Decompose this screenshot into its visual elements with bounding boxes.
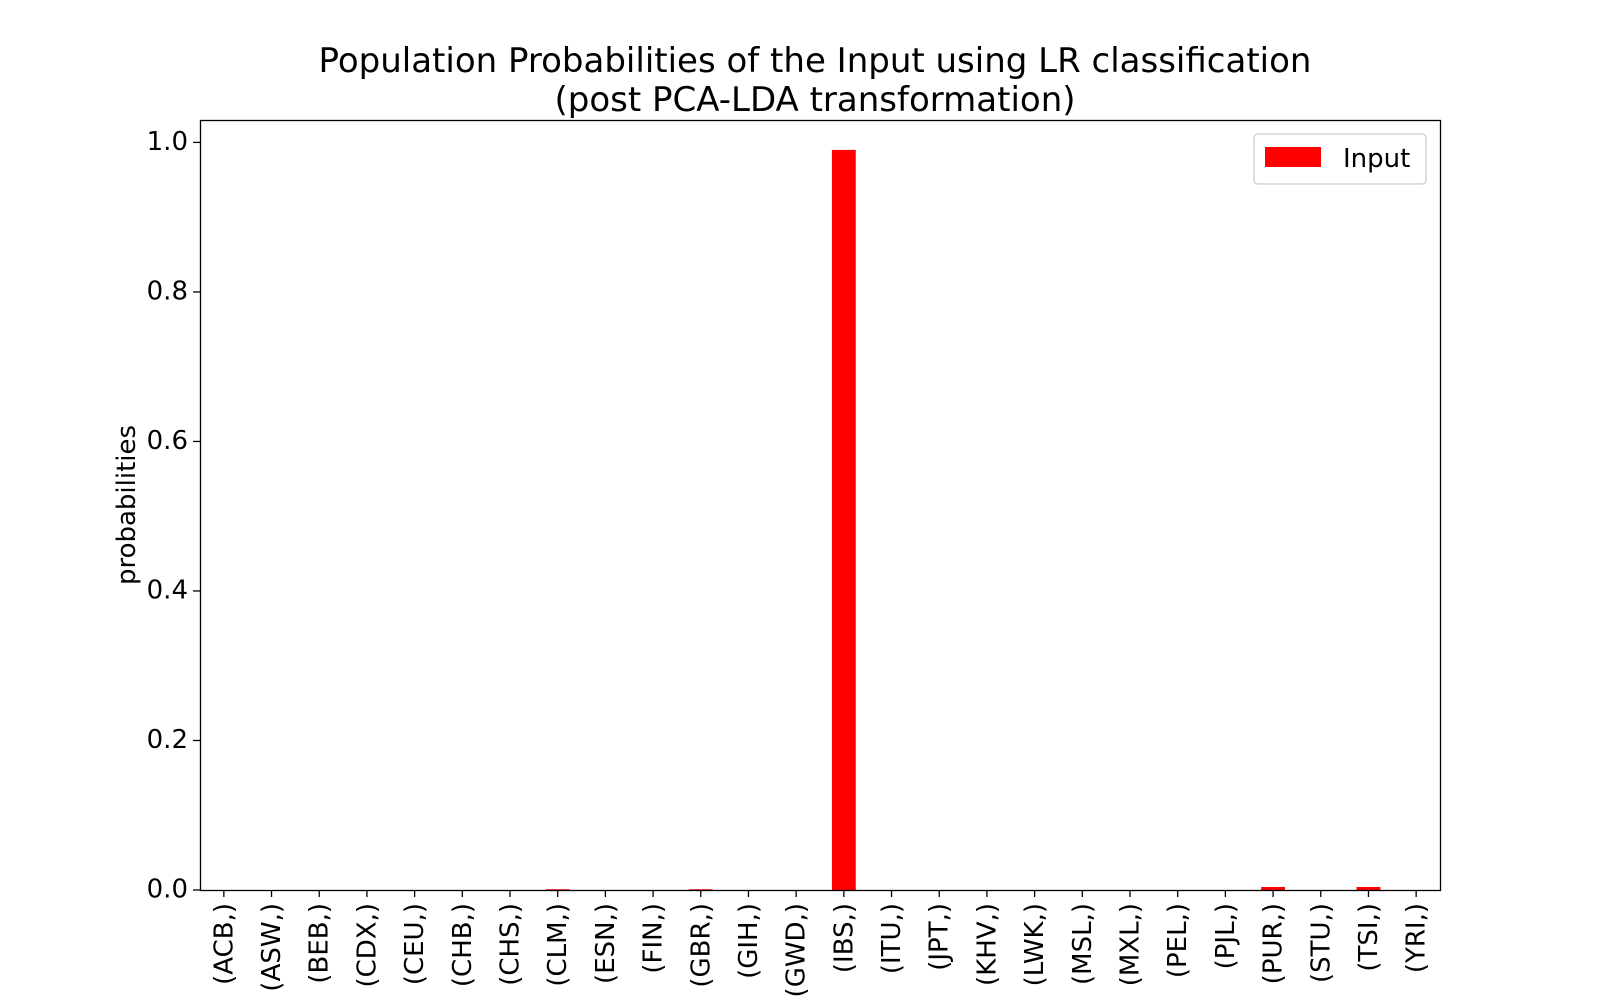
y-tick-label: 0.8 xyxy=(147,276,188,306)
x-tick-label: (LWK,) xyxy=(1020,903,1050,986)
y-tick-label: 1.0 xyxy=(147,127,188,157)
x-tick-label: (MSL,) xyxy=(1068,903,1098,985)
bar-tsi xyxy=(1356,887,1381,890)
x-tick-label: (PJL,) xyxy=(1211,903,1241,969)
x-tick-label: (TSI,) xyxy=(1354,903,1384,972)
x-tick-label: (GBR,) xyxy=(686,903,716,988)
y-tick-label: 0.4 xyxy=(147,575,188,605)
legend-box xyxy=(1253,133,1427,185)
x-tick-label: (GWD,) xyxy=(782,903,812,997)
y-tick-label: 0.0 xyxy=(147,875,188,905)
y-tick-label: 0.2 xyxy=(147,725,188,755)
legend-label-input: Input xyxy=(1343,144,1410,174)
x-tick-label: (CDX,) xyxy=(352,903,382,988)
x-tick-label: (CHS,) xyxy=(496,903,526,986)
x-axis-ticks: (ACB,) (ASW,) (BEB,) (CDX,) (CEU,) (CHB,) (CHS… xyxy=(209,890,1432,997)
legend: Input xyxy=(1253,133,1427,185)
plot-area-frame xyxy=(199,119,1442,892)
x-tick-label: (BEB,) xyxy=(305,903,335,984)
bar-clm xyxy=(545,889,570,890)
x-tick-label: (CEU,) xyxy=(400,903,430,985)
x-tick-label: (KHV,) xyxy=(972,903,1002,986)
bar-ibs xyxy=(831,149,856,890)
y-axis-label: probabilities xyxy=(112,425,142,585)
x-tick-label: (ACB,) xyxy=(209,903,239,985)
x-tick-label: (PUR,) xyxy=(1259,903,1289,984)
x-tick-label: (ESN,) xyxy=(591,903,621,984)
chart-title-line2: (post PCA-LDA transformation) xyxy=(554,80,1075,120)
x-tick-label: (GIH,) xyxy=(734,903,764,979)
x-tick-label: (FIN,) xyxy=(639,903,669,974)
chart-title-line1: Population Probabilities of the Input us… xyxy=(319,41,1312,81)
x-tick-label: (CLM,) xyxy=(543,903,573,987)
y-tick-label: 0.6 xyxy=(147,426,188,456)
x-tick-label: (CHB,) xyxy=(448,903,478,987)
x-tick-label: (YRI,) xyxy=(1402,903,1432,973)
x-tick-label: (ASW,) xyxy=(257,903,287,992)
y-axis-ticks: 0.0 0.2 0.4 0.6 0.8 1.0 xyxy=(147,127,200,905)
x-tick-label: (PEL,) xyxy=(1163,903,1193,978)
bars-group xyxy=(545,149,1381,890)
x-tick-label: (MXL,) xyxy=(1116,903,1146,986)
x-tick-label: (ITU,) xyxy=(877,903,907,974)
bar-pur xyxy=(1261,887,1285,890)
x-tick-label: (IBS,) xyxy=(829,903,859,973)
legend-swatch xyxy=(1265,147,1321,167)
x-tick-label: (STU,) xyxy=(1306,903,1336,983)
x-tick-label: (JPT,) xyxy=(925,903,955,971)
bar-gbr xyxy=(688,889,713,890)
